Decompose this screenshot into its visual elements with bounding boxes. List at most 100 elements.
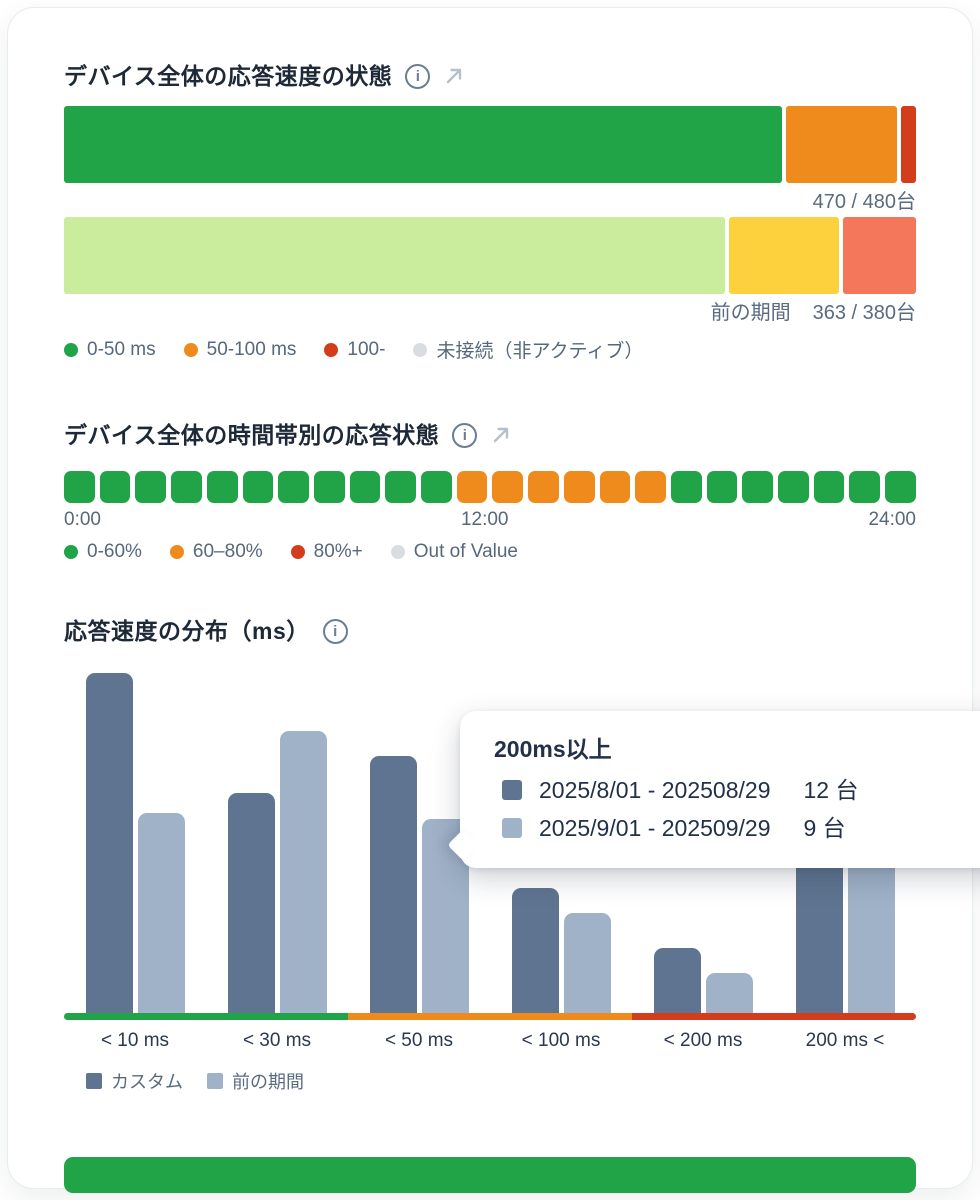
tooltip-date-range: 2025/9/01 - 202509/29: [539, 815, 771, 841]
section-title-row: 応答速度の分布（ms） i: [64, 617, 916, 645]
time-tick-mid: 12:00: [460, 509, 509, 530]
legend-swatch: [413, 342, 428, 357]
legend-label: 0-50 ms: [87, 338, 156, 360]
stacked-bar-segment[interactable]: [900, 106, 916, 183]
hour-block[interactable]: [421, 471, 452, 503]
legend-label: 60–80%: [192, 541, 263, 562]
stacked-bar-segment[interactable]: [728, 217, 839, 294]
info-icon[interactable]: i: [322, 618, 348, 644]
stacked-bar-segment[interactable]: [64, 217, 725, 294]
x-axis-label: < 100 ms: [521, 1030, 601, 1051]
category-group: [774, 846, 916, 1013]
hour-block[interactable]: [313, 471, 345, 503]
hour-block[interactable]: [456, 471, 488, 503]
histogram-bar[interactable]: [847, 852, 895, 1013]
legend-label: Out of Value: [413, 541, 518, 562]
tooltip-series-swatch: [502, 818, 522, 838]
x-axis-label: 200 ms <: [805, 1030, 885, 1051]
hourly-legend: 0-60% 60–80% 80%+ Out of Value: [64, 541, 916, 563]
section-title: 応答速度の分布（ms）: [64, 618, 310, 644]
bottom-green-bar: [64, 1157, 916, 1193]
legend-swatch: [86, 1073, 102, 1089]
previous-count-row: 前の期間 363 / 380台: [64, 300, 916, 326]
tooltip-value: 12 台: [803, 777, 859, 803]
distribution-chart: < 10 ms < 30 ms < 50 ms < 100 ms < 200 ms 200…: [64, 668, 980, 1052]
external-link-icon[interactable]: [490, 424, 512, 446]
axis-segment: [64, 1013, 348, 1020]
hour-block[interactable]: [349, 471, 381, 503]
histogram-bar[interactable]: [563, 913, 611, 1013]
dashboard-card: デバイス全体の応答速度の状態 i 470 / 480台 前の期間 363 / 3…: [8, 8, 980, 1193]
histogram-bar[interactable]: [369, 756, 417, 1013]
histogram-bar[interactable]: [653, 948, 701, 1013]
category-group: [206, 731, 348, 1013]
hour-block[interactable]: [99, 471, 131, 503]
chart-tooltip: 200ms以上 2025/8/01 - 202508/29 12 台 2025/9/…: [460, 711, 980, 868]
x-axis-label: < 30 ms: [242, 1030, 312, 1051]
external-link-icon[interactable]: [443, 65, 465, 87]
hour-block[interactable]: [385, 471, 417, 503]
legend-label: 100-: [347, 338, 386, 360]
tooltip-value: 9 台: [803, 815, 846, 841]
hour-block[interactable]: [706, 471, 738, 503]
histogram-bar[interactable]: [137, 813, 185, 1013]
section-title-row: デバイス全体の応答速度の状態 i: [64, 62, 916, 90]
hour-block[interactable]: [849, 471, 881, 503]
histogram-bar[interactable]: [511, 888, 559, 1013]
info-icon[interactable]: i: [452, 422, 478, 448]
previous-period-label: 前の期間: [710, 302, 791, 324]
hour-block[interactable]: [563, 471, 595, 503]
hour-block[interactable]: [885, 471, 916, 503]
hour-block[interactable]: [742, 471, 774, 503]
hour-block[interactable]: [64, 471, 95, 503]
hour-block[interactable]: [635, 471, 666, 503]
histogram-bar[interactable]: [795, 846, 843, 1013]
info-icon[interactable]: i: [405, 63, 431, 89]
legend-item: 80%+: [290, 541, 363, 563]
legend-swatch: [324, 342, 339, 357]
x-axis-labels: < 10 ms < 30 ms < 50 ms < 100 ms < 200 ms 200…: [64, 1030, 916, 1052]
legend-swatch: [290, 545, 305, 559]
histogram-bar[interactable]: [227, 793, 275, 1013]
hour-block[interactable]: [599, 471, 631, 503]
legend-item: Out of Value: [390, 541, 518, 563]
time-tick-end: 24:00: [868, 509, 916, 530]
x-axis-label: < 10 ms: [100, 1030, 170, 1051]
stacked-bar-segment[interactable]: [785, 106, 897, 183]
hour-block[interactable]: [528, 471, 559, 503]
legend-swatch: [207, 1073, 223, 1089]
legend-swatch: [169, 545, 184, 559]
previous-period-stacked-bar[interactable]: [64, 217, 916, 294]
histogram-bar[interactable]: [85, 673, 133, 1013]
axis-segment: [348, 1013, 632, 1020]
hour-block[interactable]: [813, 471, 845, 503]
section-title: デバイス全体の時間帯別の応答状態: [64, 422, 440, 448]
status-legend: 0-50 ms 50-100 ms 100- 未接続（非アクティブ）: [64, 336, 916, 363]
category-group: [632, 948, 774, 1013]
hour-block[interactable]: [278, 471, 309, 503]
distribution-legend: カスタム 前の期間: [86, 1068, 916, 1094]
time-axis: 0:00 12:00 24:00: [64, 509, 916, 531]
legend-label: 前の期間: [232, 1072, 304, 1092]
current-period-stacked-bar[interactable]: [64, 106, 916, 183]
histogram-bar[interactable]: [705, 973, 753, 1013]
legend-label: 80%+: [313, 541, 363, 562]
hour-block[interactable]: [171, 471, 202, 503]
hour-block[interactable]: [670, 471, 702, 503]
x-axis-label: < 200 ms: [663, 1030, 743, 1051]
legend-item: 60–80%: [169, 541, 263, 563]
legend-label: カスタム: [111, 1072, 183, 1092]
hour-block[interactable]: [135, 471, 167, 503]
current-device-count: 470 / 480台: [812, 191, 916, 213]
tooltip-date-range: 2025/8/01 - 202508/29: [539, 777, 771, 803]
hour-block[interactable]: [778, 471, 809, 503]
hour-block[interactable]: [492, 471, 524, 503]
legend-item: 0-50 ms: [64, 339, 156, 361]
tooltip-rows: 2025/8/01 - 202508/29 12 台 2025/9/01 - 202…: [494, 774, 980, 844]
stacked-bar-segment[interactable]: [842, 217, 916, 294]
hour-block[interactable]: [242, 471, 274, 503]
hour-block[interactable]: [206, 471, 238, 503]
stacked-bar-segment[interactable]: [64, 106, 782, 183]
histogram-bar[interactable]: [279, 731, 327, 1013]
